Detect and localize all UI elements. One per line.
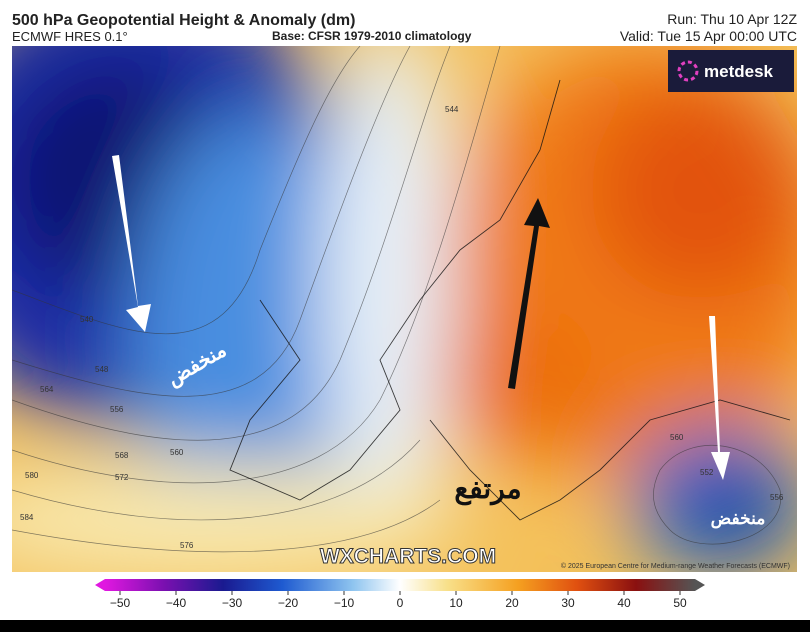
colorbar-label: 30	[561, 596, 575, 610]
contour-label: 552	[700, 468, 714, 477]
contour-label: 576	[180, 541, 194, 550]
contour-label: 568	[115, 451, 129, 460]
contour-label: 584	[20, 513, 34, 522]
logo-icon	[677, 60, 699, 82]
contour-label: 548	[95, 365, 109, 374]
arrow	[709, 316, 730, 480]
contour-label: 556	[770, 493, 784, 502]
arrow	[508, 198, 550, 389]
map	[12, 46, 797, 572]
contour-label: 556	[110, 405, 124, 414]
arrow	[112, 155, 151, 332]
logo-box	[668, 50, 794, 92]
colorbar-label: 40	[617, 596, 631, 610]
contour-label: 572	[115, 473, 129, 482]
logo: metdesk	[704, 62, 774, 81]
run: Run: Thu 10 Apr 12Z	[667, 11, 797, 27]
valid: Valid: Tue 15 Apr 00:00 UTC	[620, 28, 797, 44]
contour-label: 544	[445, 105, 459, 114]
contour-label: 540	[80, 315, 94, 324]
model: ECMWF HRES 0.1°	[12, 29, 128, 44]
annotation: مرتفع	[454, 473, 521, 506]
colorbar-label: −20	[278, 596, 299, 610]
base: Base: CFSR 1979-2010 climatology	[272, 29, 472, 43]
colorbar-label: 0	[397, 596, 404, 610]
colorbar	[105, 579, 695, 591]
colorbar-label: −40	[166, 596, 187, 610]
bottom-bar	[0, 620, 810, 632]
colorbar-label: 20	[505, 596, 519, 610]
contour-label: 564	[40, 385, 54, 394]
colorbar-label: −10	[334, 596, 355, 610]
contour-label: 580	[25, 471, 39, 480]
colorbar-label: 50	[673, 596, 687, 610]
colorbar-label: 10	[449, 596, 463, 610]
annotation: منخفض	[711, 509, 766, 529]
title: 500 hPa Geopotential Height & Anomaly (d…	[12, 12, 355, 29]
credit: © 2025 European Centre for Medium-range …	[561, 562, 790, 570]
contour-label: 560	[170, 448, 184, 457]
colorbar-end	[695, 579, 705, 591]
colorbar-label: −30	[222, 596, 243, 610]
colorbar-end	[95, 579, 105, 591]
contour-label: 560	[670, 433, 684, 442]
watermark: WXCHARTS.COM	[320, 545, 496, 568]
colorbar-label: −50	[110, 596, 131, 610]
